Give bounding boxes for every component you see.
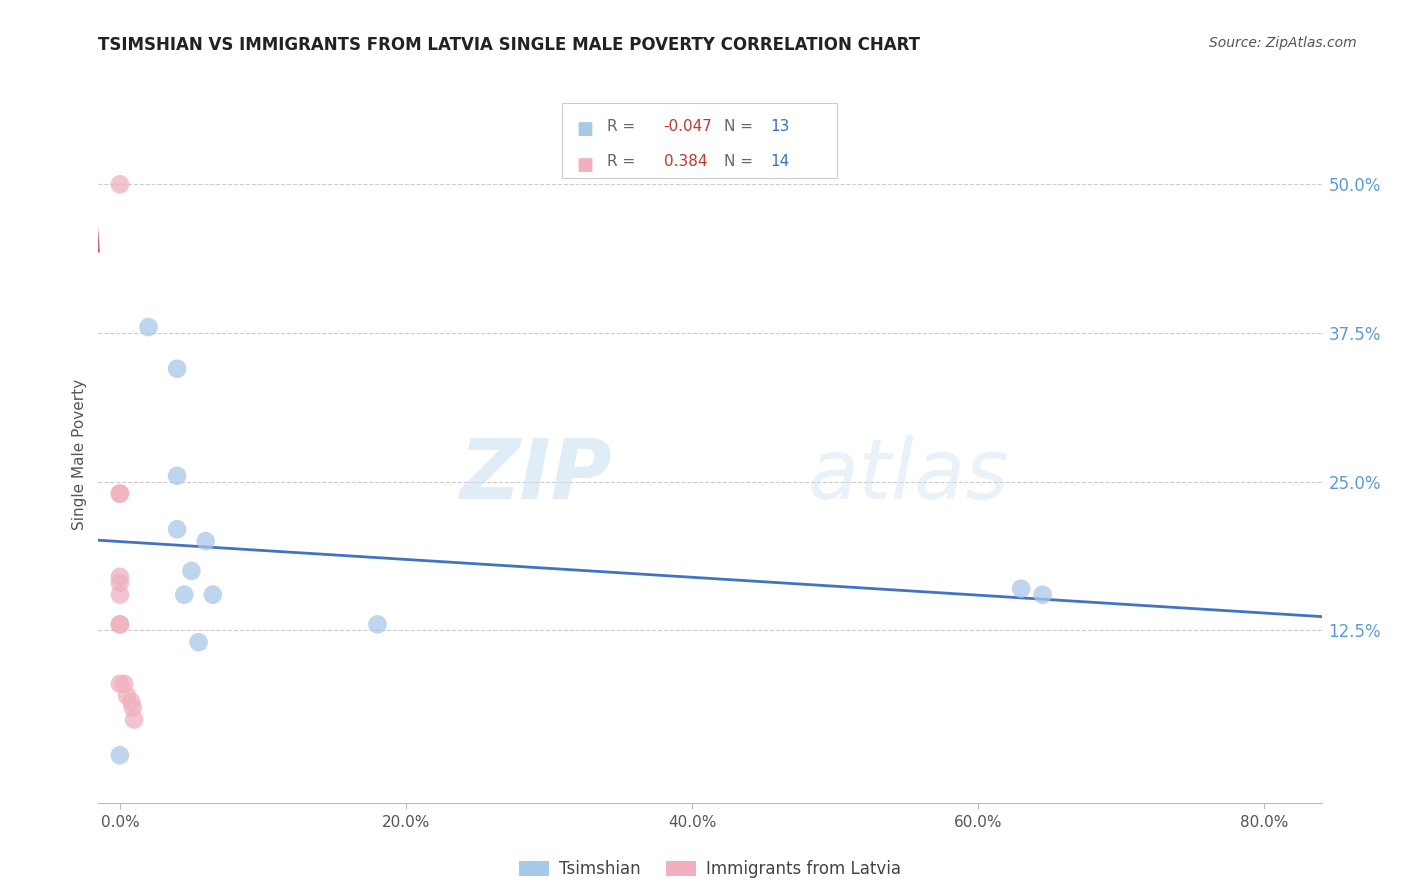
Point (108, 486, 131, 500)
Point (122, 713, 145, 727)
Text: N =: N = (724, 119, 758, 134)
Point (108, 617, 131, 632)
Text: 14: 14 (770, 154, 790, 169)
Point (138, 320, 160, 334)
Text: TSIMSHIAN VS IMMIGRANTS FROM LATVIA SINGLE MALE POVERTY CORRELATION CHART: TSIMSHIAN VS IMMIGRANTS FROM LATVIA SING… (98, 36, 921, 54)
Text: ■: ■ (576, 156, 593, 174)
Point (187, 635, 209, 649)
Point (108, 588, 131, 602)
Point (108, 748, 131, 763)
Text: R =: R = (607, 119, 641, 134)
Text: R =: R = (607, 154, 645, 169)
Point (108, 178, 131, 192)
Point (166, 468, 188, 483)
Point (166, 522, 188, 536)
Text: atlas: atlas (808, 435, 1010, 516)
Point (112, 677, 135, 691)
Text: ZIP: ZIP (460, 435, 612, 516)
Point (366, 617, 388, 632)
Point (166, 361, 188, 376)
Point (1032, 588, 1054, 602)
Point (115, 689, 138, 703)
Text: ■: ■ (576, 120, 593, 138)
Point (173, 588, 195, 602)
Point (108, 570, 131, 584)
Point (120, 695, 142, 709)
Point (201, 588, 224, 602)
Text: N =: N = (724, 154, 758, 169)
Point (108, 677, 131, 691)
Text: Source: ZipAtlas.com: Source: ZipAtlas.com (1209, 36, 1357, 50)
Text: -0.047: -0.047 (664, 119, 713, 134)
Point (194, 534, 217, 549)
Legend: Tsimshian, Immigrants from Latvia: Tsimshian, Immigrants from Latvia (513, 854, 907, 885)
Point (121, 700, 143, 714)
Text: 13: 13 (770, 119, 790, 134)
Point (180, 564, 202, 578)
Point (1010, 582, 1032, 596)
Y-axis label: Single Male Poverty: Single Male Poverty (72, 379, 87, 531)
Point (108, 575, 131, 590)
Point (108, 617, 131, 632)
Point (108, 486, 131, 500)
Text: 0.384: 0.384 (664, 154, 707, 169)
